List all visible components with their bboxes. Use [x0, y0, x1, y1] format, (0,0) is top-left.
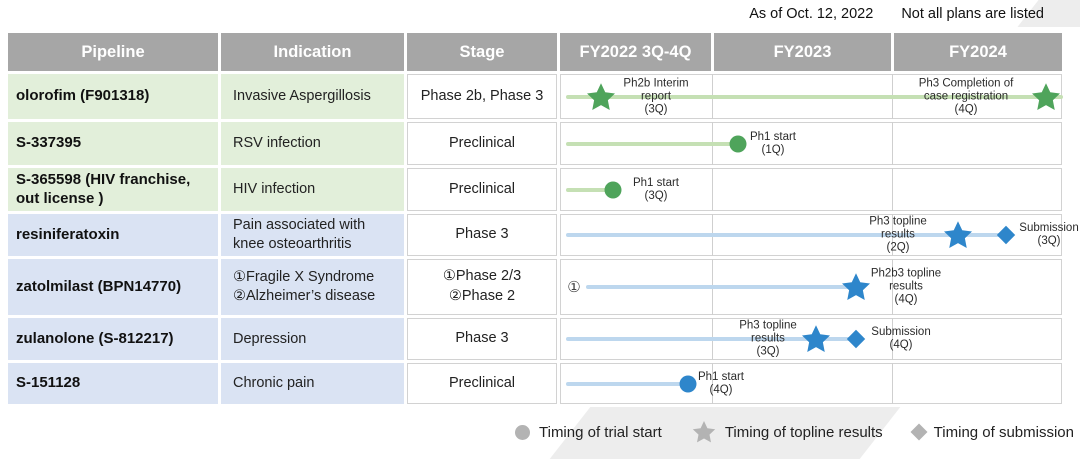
pipeline-cell: resiniferatoxin: [8, 214, 218, 256]
timeline-gridline: [892, 363, 893, 404]
star-marker: [586, 82, 616, 112]
timeline-track: [566, 187, 613, 192]
col-header-fy2023: FY2023: [714, 33, 891, 71]
timeline-cell: Ph3 topline results (2Q) Submission (3Q): [560, 214, 1079, 256]
timeline-cell: Ph1 start (4Q): [560, 363, 1062, 404]
timeline-label: Ph1 start (1Q): [749, 130, 797, 156]
indication-cell: Pain associated with knee osteoarthritis: [221, 214, 404, 256]
disclaimer-text: Not all plans are listed: [901, 6, 1044, 22]
timeline-label: Ph2b Interim report (3Q): [623, 77, 689, 115]
star-marker: [943, 220, 973, 250]
table-row: olorofim (F901318) Invasive Aspergillosis…: [8, 74, 1063, 119]
circle-marker: [729, 135, 747, 152]
indication-cell: Depression: [221, 318, 404, 360]
stage-cell: Preclinical: [407, 363, 557, 404]
header-note: As of Oct. 12, 2022 Not all plans are li…: [749, 6, 1044, 22]
circle-icon: [515, 424, 530, 440]
pipeline-cell: zatolmilast (BPN14770): [8, 259, 218, 315]
table-row: S-337395 RSV infection Preclinical Ph1 star…: [8, 122, 1062, 165]
timeline-track: [566, 94, 1063, 99]
indication-cell: Invasive Aspergillosis: [221, 74, 404, 119]
timeline-track: [566, 337, 856, 341]
pipeline-cell: S-365598 (HIV franchise, out license ): [8, 168, 218, 211]
circled-number: ①: [567, 278, 581, 296]
legend-label: Timing of submission: [933, 423, 1074, 441]
timeline-track: [586, 285, 856, 289]
star-icon: [692, 420, 716, 444]
table-row: S-365598 (HIV franchise, out license ) HI…: [8, 168, 1062, 211]
timeline-gridline: [712, 363, 713, 404]
timeline-gridline: [892, 122, 893, 165]
legend-label: Timing of trial start: [539, 423, 662, 441]
timeline-gridline: [712, 168, 713, 211]
table-body: olorofim (F901318) Invasive Aspergillosis…: [8, 74, 1079, 404]
col-header-indication: Indication: [221, 33, 404, 71]
timeline-label: Ph3 Completion of case registration (4Q): [918, 77, 1014, 115]
timeline-track: [566, 233, 1006, 237]
legend-item-submission: Timing of submission: [910, 423, 1074, 441]
timeline-label: Ph1 start (3Q): [632, 176, 680, 202]
stage-cell: Preclinical: [407, 122, 557, 165]
pipeline-cell: S-337395: [8, 122, 218, 165]
diamond-marker: [996, 225, 1016, 245]
timeline-label: Ph3 topline results (3Q): [739, 319, 797, 358]
diamond-marker: [846, 329, 866, 349]
timeline-label: Submission (3Q): [1019, 222, 1079, 247]
table-row: zulanolone (S-812217) Depression Phase 3 Ph…: [8, 318, 1062, 360]
pipeline-table: Pipeline Indication Stage FY2022 3Q-4Q F…: [8, 33, 1079, 404]
stage-cell: Phase 2b, Phase 3: [407, 74, 557, 119]
col-header-fy2024: FY2024: [894, 33, 1062, 71]
timeline-track: [566, 141, 738, 146]
col-header-pipeline: Pipeline: [8, 33, 218, 71]
timeline-cell: Ph2b Interim report (3Q) Ph3 Completion o…: [560, 74, 1063, 119]
pipeline-cell: zulanolone (S-812217): [8, 318, 218, 360]
circle-marker: [679, 375, 697, 392]
table-header-row: Pipeline Indication Stage FY2022 3Q-4Q F…: [8, 33, 1062, 71]
indication-cell: RSV infection: [221, 122, 404, 165]
circle-marker: [604, 181, 622, 198]
timeline-cell: Ph1 start (3Q): [560, 168, 1062, 211]
timeline-label: Ph3 topline results (2Q): [869, 215, 927, 254]
col-header-stage: Stage: [407, 33, 557, 71]
pipeline-cell: olorofim (F901318): [8, 74, 218, 119]
star-marker: [1031, 82, 1061, 112]
legend-item-trial-start: Timing of trial start: [515, 424, 662, 441]
table-row: resiniferatoxin Pain associated with knee…: [8, 214, 1079, 256]
stage-cell: Phase 3: [407, 318, 557, 360]
legend-item-topline-results: Timing of topline results: [692, 420, 883, 444]
star-marker: [801, 324, 831, 354]
timeline-label: Ph1 start (4Q): [697, 370, 745, 396]
timeline-cell: Ph1 start (1Q): [560, 122, 1062, 165]
stage-cell: Preclinical: [407, 168, 557, 211]
indication-cell: Chronic pain: [221, 363, 404, 404]
col-header-fy2022: FY2022 3Q-4Q: [560, 33, 711, 71]
table-row: zatolmilast (BPN14770) ①Fragile X Syndrom…: [8, 259, 1062, 315]
legend: Timing of trial start Timing of topline …: [515, 420, 1074, 444]
indication-cell: HIV infection: [221, 168, 404, 211]
pipeline-cell: S-151128: [8, 363, 218, 404]
timeline-track: [566, 381, 688, 386]
legend-label: Timing of topline results: [724, 423, 883, 441]
timeline-gridline: [892, 259, 893, 315]
stage-cell: ①Phase 2/3 ②Phase 2: [407, 259, 557, 315]
as-of-date: As of Oct. 12, 2022: [749, 6, 874, 22]
diamond-icon: [910, 423, 928, 441]
timeline-label: Submission (4Q): [871, 326, 931, 351]
timeline-cell: ① Ph2b3 topline results (4Q): [560, 259, 1062, 315]
timeline-gridline: [892, 168, 893, 211]
timeline-gridline: [892, 318, 893, 360]
stage-cell: Phase 3: [407, 214, 557, 256]
timeline-cell: Ph3 topline results (3Q) Submission (4Q): [560, 318, 1062, 360]
timeline-label: Ph2b3 topline results (4Q): [870, 267, 942, 306]
star-marker: [841, 272, 871, 302]
table-row: S-151128 Chronic pain Preclinical Ph1 start…: [8, 363, 1062, 404]
indication-cell: ①Fragile X Syndrome ②Alzheimer’s disease: [221, 259, 404, 315]
